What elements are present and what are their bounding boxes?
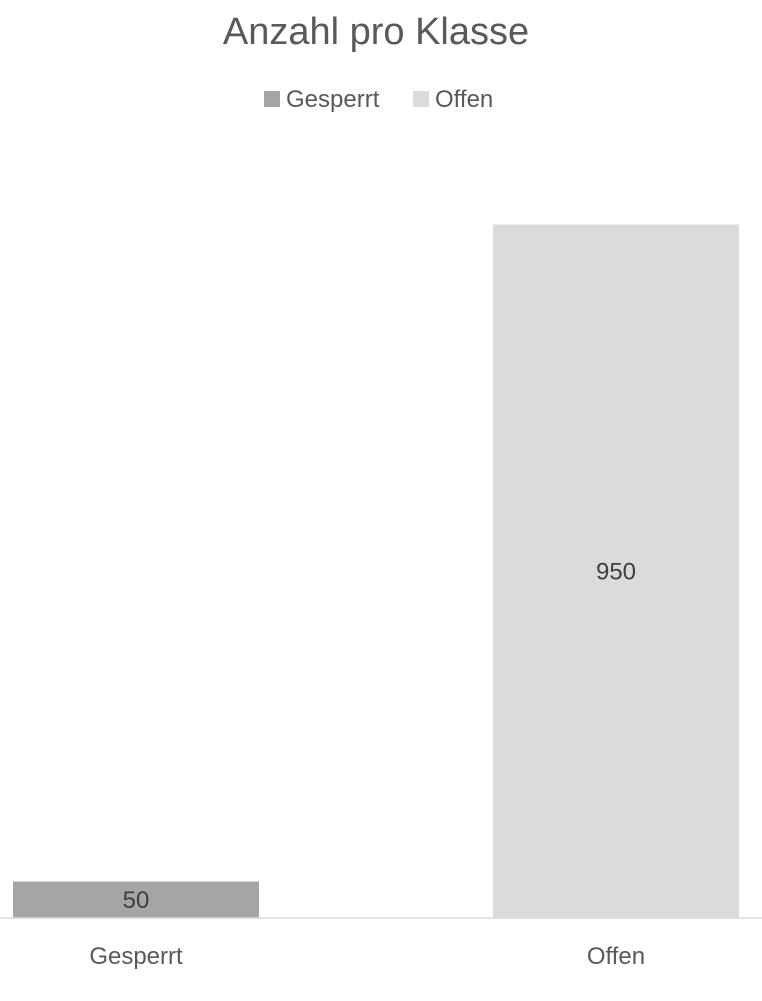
x-tick-label-gesperrt: Gesperrt [89,943,183,970]
legend-swatch-offen [413,91,429,107]
bar-offen [493,224,739,918]
chart-title: Anzahl pro Klasse [223,11,529,53]
x-axis-ticks-group: Gesperrt Offen [89,943,645,970]
data-label-offen: 950 [596,558,636,585]
bar-gesperrt [13,881,259,918]
x-tick-label-offen: Offen [587,943,645,970]
bars-group [13,224,739,918]
legend-swatch-gesperrt [264,91,280,107]
data-label-gesperrt: 50 [123,887,150,914]
legend-label-offen: Offen [435,86,493,113]
legend-label-gesperrt: Gesperrt [286,86,380,113]
legend: Gesperrt Offen [264,86,493,113]
data-labels-group: 50 950 [123,558,636,914]
